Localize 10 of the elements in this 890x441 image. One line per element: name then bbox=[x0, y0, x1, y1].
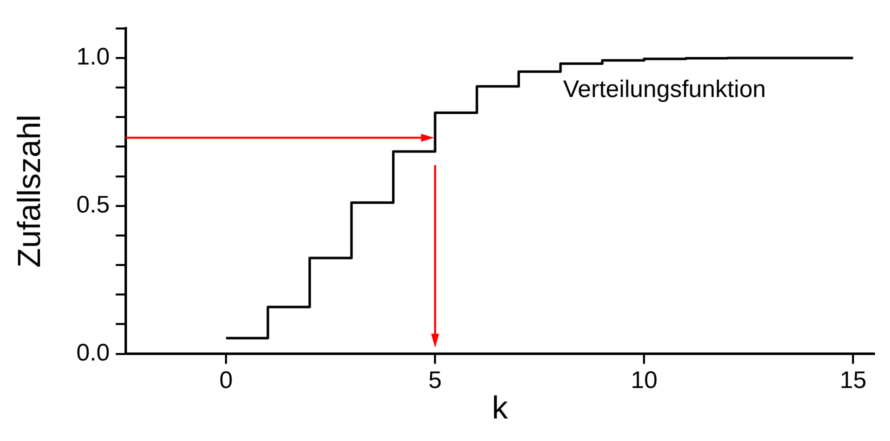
x-tick-label: 0 bbox=[219, 366, 233, 394]
y-tick-label: 1.0 bbox=[76, 44, 110, 71]
x-tick-label: 15 bbox=[840, 366, 866, 394]
y-axis-title: Zufallszahl bbox=[11, 114, 48, 268]
y-tick-label: 0.0 bbox=[76, 339, 110, 366]
x-tick-label: 10 bbox=[630, 366, 658, 394]
y-tick-label: 0.5 bbox=[76, 192, 110, 219]
annotation: Verteilungsfunktion bbox=[563, 76, 766, 103]
x-tick-label: 5 bbox=[428, 366, 442, 394]
x-axis-title: k bbox=[492, 390, 509, 426]
